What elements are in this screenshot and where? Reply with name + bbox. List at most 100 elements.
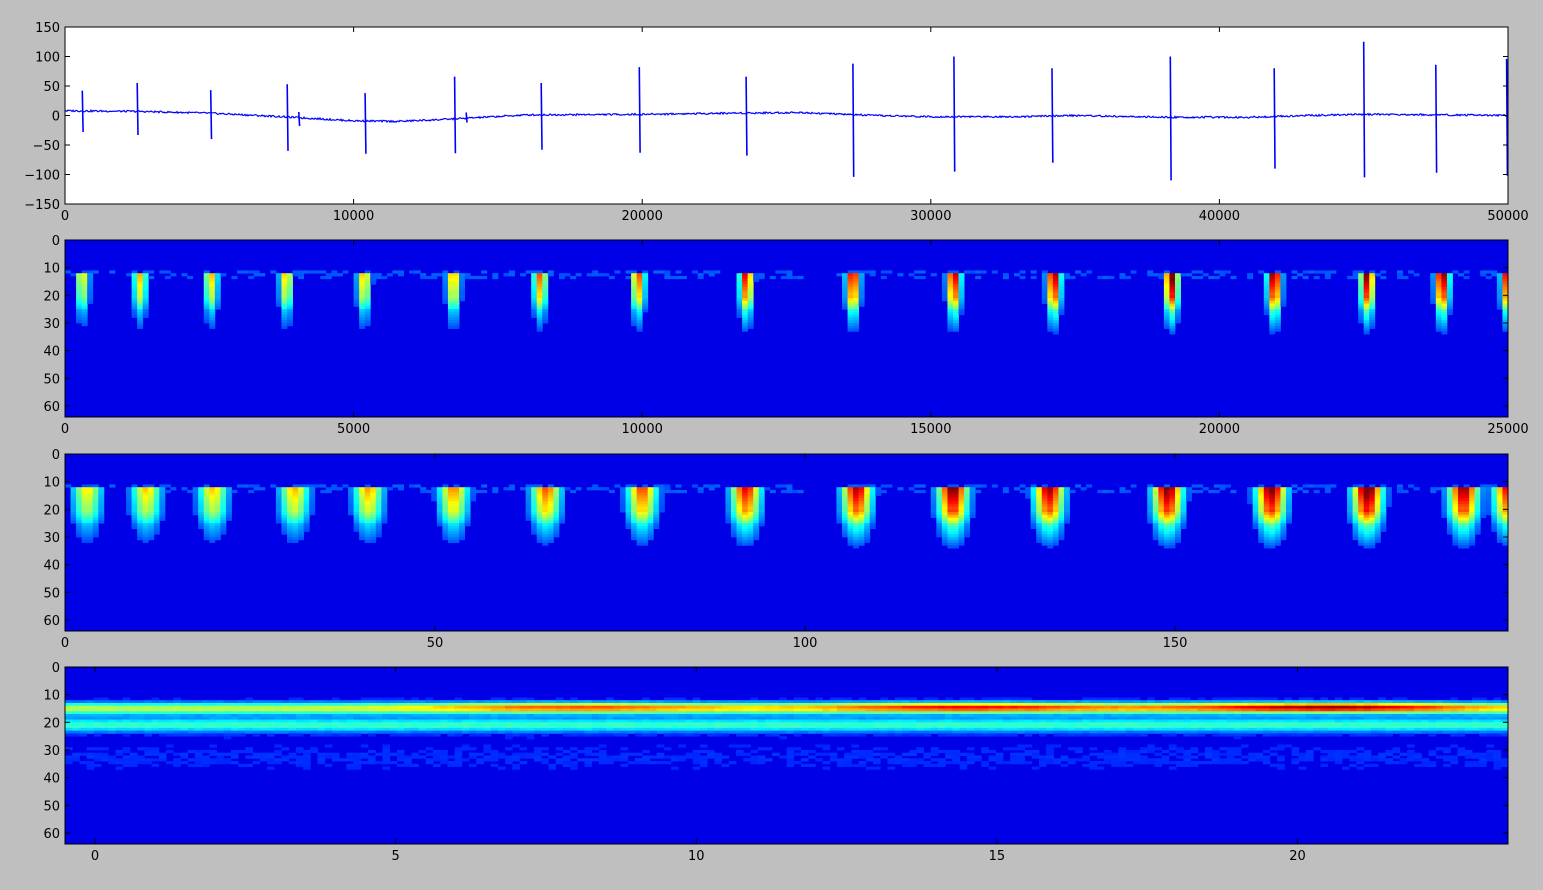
heatmap-cell (847, 289, 854, 293)
heatmap-cell (137, 747, 145, 751)
heatmap-cell (370, 528, 377, 532)
heatmap-cell (281, 708, 290, 712)
heatmap-cell (131, 520, 138, 524)
heatmap-cell (1064, 495, 1070, 499)
heatmap-cell (1496, 539, 1503, 543)
heatmap-cell (368, 719, 376, 723)
heatmap-cell (298, 531, 305, 535)
heatmap-cell (736, 509, 743, 513)
heatmap-cell (1036, 514, 1043, 519)
heatmap-cell (375, 503, 382, 507)
heatmap-cell (1347, 501, 1353, 505)
heatmap-cell (1352, 517, 1359, 521)
heatmap-cell (1180, 501, 1187, 505)
heatmap-cell (964, 489, 971, 494)
heatmap-cell (531, 492, 538, 496)
heatmap-cell (447, 528, 454, 532)
heatmap-cell (1369, 509, 1376, 513)
heatmap-cell (653, 492, 660, 496)
heatmap-cell (122, 761, 131, 765)
heatmap-cell (1169, 317, 1176, 321)
heatmap-cell (1052, 539, 1059, 543)
heatmap-cell (79, 733, 88, 737)
heatmap-cell (431, 495, 438, 499)
heatmap-cell (137, 714, 145, 718)
heatmap-cell (274, 758, 282, 762)
heatmap-cell (1274, 506, 1281, 510)
heatmap-cell (198, 487, 205, 491)
heatmap-cell (1469, 534, 1476, 538)
heatmap-cell (869, 503, 876, 507)
heatmap-cell (1041, 292, 1048, 296)
heatmap-cell (209, 749, 217, 754)
heatmap-cell (469, 747, 477, 751)
heatmap-cell (142, 487, 149, 491)
heatmap-cell (853, 503, 860, 507)
heatmap-cell (298, 503, 305, 507)
heatmap-cell (555, 730, 564, 734)
heatmap-cell (359, 303, 366, 307)
heatmap-cell (142, 514, 149, 519)
heatmap-cell (1430, 487, 1437, 491)
heatmap-cell (476, 758, 484, 762)
heatmap-cell (542, 289, 549, 293)
heatmap-cell (404, 725, 412, 729)
y-tick-label: 40 (43, 559, 60, 574)
heatmap-cell (1502, 492, 1509, 496)
heatmap-cell (519, 752, 528, 756)
heatmap-cell (275, 289, 282, 293)
heatmap-cell (1485, 495, 1492, 499)
heatmap-cell (166, 700, 174, 704)
heatmap-cell (287, 492, 293, 496)
heatmap-cell (1152, 501, 1159, 505)
heatmap-cell (144, 758, 152, 762)
heatmap-cell (547, 520, 554, 524)
heatmap-cell (653, 525, 660, 530)
heatmap-cell (947, 298, 954, 302)
heatmap-cell (432, 725, 441, 729)
heatmap-cell (287, 495, 293, 499)
heatmap-cell (87, 487, 94, 491)
heatmap-cell (142, 501, 149, 505)
heatmap-cell (1502, 506, 1509, 510)
heatmap-cell (237, 270, 243, 274)
heatmap-cell (192, 503, 199, 507)
heatmap-cell (542, 295, 549, 299)
heatmap-cell (577, 733, 585, 737)
heatmap-cell (93, 705, 102, 709)
heatmap-cell (87, 489, 94, 494)
heatmap-cell (320, 270, 327, 274)
heatmap-cell (79, 705, 88, 709)
heatmap-cell (1052, 498, 1059, 502)
heatmap-cell (490, 700, 499, 704)
heatmap-cell (1041, 298, 1048, 302)
heatmap-cell (101, 716, 109, 720)
heatmap-cell (287, 306, 293, 310)
heatmap-cell (1175, 487, 1181, 491)
heatmap-cell (1363, 525, 1370, 530)
heatmap-cell (758, 489, 765, 494)
heatmap-cell (453, 278, 460, 282)
heatmap-cell (281, 320, 288, 324)
heatmap-cell (742, 492, 749, 496)
heatmap-cell (1446, 492, 1453, 496)
heatmap-cell (505, 711, 513, 715)
heatmap-cell (1352, 503, 1359, 507)
heatmap-cell (245, 749, 253, 754)
heatmap-cell (742, 525, 749, 530)
heatmap-cell (324, 714, 333, 718)
heatmap-cell (1380, 275, 1387, 280)
heatmap-cell (631, 303, 638, 307)
heatmap-cell (440, 755, 448, 759)
heatmap-cell (404, 714, 412, 718)
heatmap-cell (129, 755, 138, 759)
heatmap-cell (731, 523, 737, 527)
heatmap-cell (953, 270, 959, 274)
heatmap-cell (864, 531, 871, 535)
heatmap-cell (411, 708, 419, 712)
heatmap-cell (1369, 506, 1376, 510)
heatmap-cell (459, 292, 465, 296)
heatmap-cell (274, 700, 282, 704)
heatmap-cell (129, 725, 138, 729)
heatmap-cell (220, 489, 227, 494)
